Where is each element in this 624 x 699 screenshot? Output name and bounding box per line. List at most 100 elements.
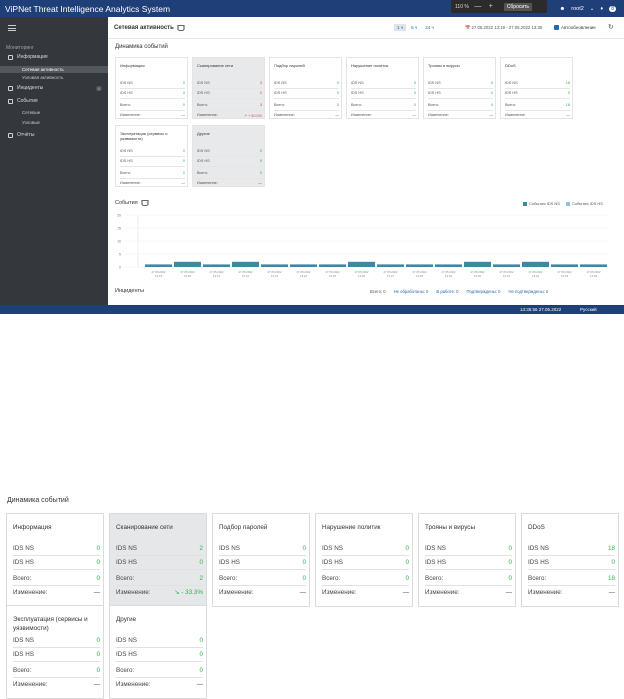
- sidebar-item-events[interactable]: События: [0, 97, 108, 105]
- card-title: Подбор паролей: [219, 524, 268, 531]
- period-6h-button[interactable]: 6 ч: [411, 25, 418, 30]
- event-card[interactable]: Нарушение политик IDS NS 0 IDS HS 0 Всего:…: [315, 513, 413, 607]
- total-value: 0: [490, 103, 493, 107]
- divider: [505, 98, 570, 99]
- change-value: —: [258, 181, 262, 185]
- divider: [197, 88, 262, 89]
- chart-bar-ns: [174, 261, 201, 267]
- ids-hs-label: IDS HS: [120, 91, 133, 95]
- sidebar-item-incidents[interactable]: Инциденты 0: [0, 84, 108, 92]
- divider: [116, 555, 203, 556]
- event-card[interactable]: Нарушение политик IDS NS 0 IDS HS 0 Всего:…: [346, 57, 419, 119]
- divider: [120, 110, 185, 111]
- app-title: ViPNet Threat Intelligence Analytics Sys…: [5, 3, 171, 14]
- ids-hs-value: 0: [182, 91, 185, 95]
- autorefresh-label: Автообновление: [561, 25, 596, 30]
- divider: [425, 555, 512, 556]
- event-card[interactable]: Трояны и вирусы IDS NS 0 IDS HS 0 Всего: 0 …: [423, 57, 496, 119]
- change-value: —: [181, 181, 185, 185]
- change-value: —: [335, 113, 339, 117]
- divider: [322, 569, 409, 570]
- sidebar-item-label: Отчёты: [17, 132, 35, 138]
- sidebar-item-host-activity[interactable]: Узловая активность: [22, 75, 64, 80]
- ids-hs-value: 0: [611, 559, 615, 566]
- period-1h-button[interactable]: 1 ч: [394, 24, 407, 31]
- filter-icon[interactable]: [177, 25, 185, 31]
- zoom-reset-button[interactable]: Сбросить: [503, 2, 533, 11]
- card-title: Другие: [197, 131, 210, 136]
- change-label: Изменение:: [505, 113, 526, 117]
- x-tick-label: 27.05.2022: [210, 270, 224, 274]
- legend-hs[interactable]: События IDS HS: [566, 201, 603, 206]
- sidebar-item-host-events[interactable]: Узловые: [22, 120, 40, 125]
- x-tick-label: 13:30: [474, 274, 481, 278]
- card-title: Информация: [120, 63, 145, 68]
- x-tick-label: 13:27: [387, 274, 394, 278]
- status-bar: 13:35:56 27.05.2022 Русский: [0, 305, 624, 314]
- total-value: 0: [96, 667, 100, 674]
- incidents-not-confirmed[interactable]: Не подтверждены: 0: [508, 289, 549, 294]
- date-range[interactable]: 📅 27.05.2022 13:19 - 27.05.2022 13:35: [465, 25, 543, 30]
- x-tick-label: 13:28: [416, 274, 423, 278]
- ids-ns-value: 3: [259, 81, 262, 85]
- chart-legend: События IDS NS События IDS HS: [523, 201, 603, 206]
- event-card[interactable]: Эксплуатация (сервисы и уязвимости) IDS …: [115, 125, 188, 187]
- refresh-icon[interactable]: ↻: [608, 24, 614, 31]
- event-card[interactable]: Сканирование сети IDS NS 2 IDS HS 0 Всего:…: [109, 513, 207, 607]
- period-24h-button[interactable]: 24 ч: [425, 25, 434, 30]
- zoom-in-button[interactable]: +: [488, 3, 493, 10]
- autorefresh-checkbox[interactable]: Автообновление: [554, 25, 596, 30]
- incidents-unprocessed[interactable]: Не обработаны: 0: [393, 289, 429, 294]
- ids-hs-value: 0: [490, 91, 493, 95]
- y-tick-label: 20: [117, 214, 121, 218]
- event-card[interactable]: Информация IDS NS 0 IDS HS 0 Всего: 0 Измен…: [115, 57, 188, 119]
- ids-ns-value: 0: [508, 545, 512, 552]
- sidebar-section-title: Мониторинг: [6, 45, 34, 51]
- chart-bar-ns: [464, 261, 491, 267]
- ids-ns-value: 18: [565, 81, 570, 85]
- user-name[interactable]: root2: [571, 5, 584, 12]
- change-label: Изменение:: [274, 113, 295, 117]
- event-card[interactable]: Трояны и вирусы IDS NS 0 IDS HS 0 Всего: 0 …: [418, 513, 516, 607]
- legend-ns[interactable]: События IDS NS: [523, 201, 560, 206]
- event-card[interactable]: Подбор паролей IDS NS 0 IDS HS 0 Всего: 0 И…: [212, 513, 310, 607]
- incidents-in-work[interactable]: В работе: 0: [436, 289, 459, 294]
- chart-bar-ns: [348, 261, 375, 267]
- event-card[interactable]: Другие IDS NS 0 IDS HS 0 Всего: 0 Изменение…: [109, 605, 207, 699]
- incidents-confirmed[interactable]: Подтверждены: 0: [466, 289, 501, 294]
- divider: [120, 88, 185, 89]
- divider: [13, 585, 100, 586]
- bell-icon[interactable]: ♦: [600, 5, 604, 12]
- zoom-out-button[interactable]: —: [474, 3, 482, 10]
- change-value: —: [402, 589, 409, 596]
- event-card[interactable]: Эксплуатация (сервисы и уязвимости) IDS …: [6, 605, 104, 699]
- change-value: —: [566, 113, 570, 117]
- change-label: Изменение:: [219, 589, 254, 596]
- sidebar-item-network-events[interactable]: Сетевые: [22, 110, 41, 115]
- user-icon[interactable]: ☻: [559, 5, 566, 12]
- divider: [13, 647, 100, 648]
- change-value: —: [196, 681, 203, 688]
- filter-icon[interactable]: [141, 200, 149, 206]
- event-card[interactable]: Сканирование сети IDS NS 3 IDS HS 0 Всего:…: [192, 57, 265, 119]
- divider: [13, 677, 100, 678]
- event-card[interactable]: Другие IDS NS 0 IDS HS 0 Всего: 0 Изменение…: [192, 125, 265, 187]
- chevron-down-icon[interactable]: ⌄: [589, 5, 595, 12]
- total-value: 2: [199, 575, 203, 582]
- divider: [505, 88, 570, 89]
- event-card[interactable]: Подбор паролей IDS NS 0 IDS HS 0 Всего: 0 И…: [269, 57, 342, 119]
- chart-bar-ns: [551, 264, 578, 267]
- ids-hs-label: IDS HS: [528, 559, 549, 566]
- change-label: Изменение:: [425, 589, 460, 596]
- event-card[interactable]: Информация IDS NS 0 IDS HS 0 Всего: 0 Измен…: [6, 513, 104, 607]
- change-label: Изменение:: [116, 589, 151, 596]
- language-selector[interactable]: Русский: [580, 307, 597, 312]
- divider: [274, 88, 339, 89]
- menu-icon[interactable]: [8, 25, 16, 31]
- sidebar-item-info[interactable]: Информация: [0, 53, 108, 61]
- event-card[interactable]: DDoS IDS NS 18 IDS HS 0 Всего: 18 Изменение…: [500, 57, 573, 119]
- event-card[interactable]: DDoS IDS NS 18 IDS HS 0 Всего: 18 Изменение…: [521, 513, 619, 607]
- sidebar-item-network-activity[interactable]: Сетевая активность: [0, 66, 108, 73]
- divider: [120, 166, 185, 167]
- sidebar-item-reports[interactable]: Отчёты: [0, 131, 108, 139]
